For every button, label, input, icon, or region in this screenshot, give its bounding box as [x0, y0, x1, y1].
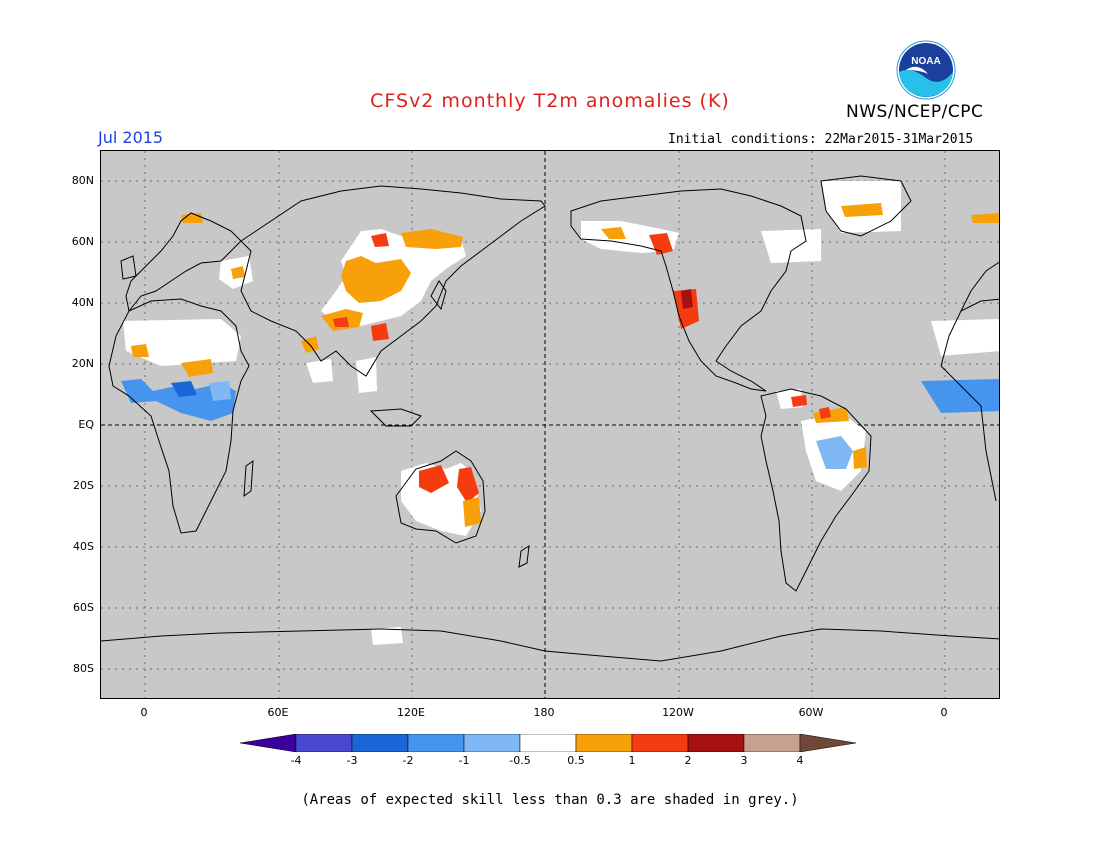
- anomaly-scand-repeat-orange: [971, 213, 999, 223]
- colorbar-arrow-left: [239, 734, 297, 752]
- valid-date-label: Jul 2015: [98, 128, 164, 147]
- anomaly-venezuela-red: [791, 395, 807, 407]
- anomaly-siberia-red: [371, 233, 389, 247]
- colorbar-cell: [687, 734, 745, 752]
- colorbar-label: 2: [684, 754, 692, 767]
- anomaly-sahel-darkblue: [171, 381, 197, 397]
- colorbar-label: -4: [290, 754, 302, 767]
- lon-label: 180: [533, 706, 555, 719]
- lat-label: 20S: [73, 479, 94, 492]
- anomaly-ethiopia-blue: [209, 381, 231, 401]
- colorbar-label: 3: [740, 754, 748, 767]
- coast-europe: [125, 212, 242, 313]
- colorbar-cell: [519, 734, 577, 752]
- lat-label: 40S: [73, 540, 94, 553]
- anomaly-sahara-white: [123, 319, 241, 366]
- initial-conditions-label: Initial conditions: 22Mar2015-31Mar2015: [668, 132, 974, 147]
- coast-africa-repeat2: [940, 365, 997, 502]
- lon-label: 60E: [267, 706, 289, 719]
- anomaly-china-red2: [371, 323, 389, 341]
- colorbar-cell: [351, 734, 409, 752]
- coast-europe-repeat: [960, 261, 999, 312]
- coast-australia: [395, 450, 486, 544]
- anomaly-north-australia-red: [419, 465, 449, 493]
- coast-south-america: [760, 388, 872, 592]
- footnote: (Areas of expected skill less than 0.3 a…: [301, 792, 799, 808]
- anomaly-alaska-orange: [601, 227, 626, 239]
- anomaly-sahara-orange: [181, 359, 213, 377]
- colorbar-cell: [631, 734, 689, 752]
- anomaly-siberia-orange: [401, 229, 463, 249]
- colorbar-label: -0.5: [509, 754, 531, 767]
- colorbar: [239, 734, 857, 752]
- agency-label: NWS/NCEP/CPC: [846, 102, 984, 122]
- coast-africa: [108, 298, 250, 534]
- coast-britain: [120, 255, 137, 280]
- coastlines: [101, 175, 999, 662]
- anomaly-sahel-blue: [121, 379, 236, 421]
- lon-label: 60W: [798, 706, 824, 719]
- lat-label: 80S: [73, 662, 94, 675]
- anomaly-antarctica-white: [371, 627, 403, 645]
- anomaly-guiana-red: [819, 407, 831, 419]
- anomaly-queensland-red: [457, 467, 479, 503]
- lat-label: 40N: [71, 296, 94, 309]
- anomaly-mongolia-orange: [341, 256, 411, 303]
- coast-asia: [240, 185, 546, 377]
- colorbar-label: -1: [458, 754, 470, 767]
- anomaly-india-white: [306, 359, 333, 383]
- lon-label: 0: [940, 706, 948, 719]
- chart-title: CFSv2 monthly T2m anomalies (K): [370, 90, 730, 112]
- colorbar-cell: [407, 734, 465, 752]
- anomaly-shading: [121, 181, 999, 645]
- anomaly-ne-brazil-orange: [853, 447, 867, 469]
- colorbar-cells: [239, 734, 857, 752]
- lon-label: 120W: [662, 706, 694, 719]
- colorbar-cell: [743, 734, 801, 752]
- anomaly-westafrica-orange: [131, 344, 149, 357]
- coast-indonesia: [369, 408, 422, 427]
- lat-label: 20N: [71, 357, 94, 370]
- anomaly-greenland-orange: [841, 203, 883, 217]
- anomaly-brazil-blue: [816, 436, 853, 469]
- anomaly-map: [100, 150, 1000, 699]
- colorbar-arrow-right: [799, 734, 857, 752]
- map-canvas: [101, 151, 999, 698]
- noaa-logo: NOAA: [896, 40, 956, 100]
- lat-label: EQ: [78, 418, 94, 431]
- colorbar-cell: [575, 734, 633, 752]
- logo-text: NOAA: [911, 56, 940, 67]
- coast-japan: [430, 280, 447, 311]
- coast-antarctica: [101, 628, 999, 662]
- coast-greenland: [820, 175, 912, 237]
- anomaly-guiana-orange: [813, 407, 849, 423]
- lon-label: 120E: [397, 706, 425, 719]
- coast-north-america: [570, 188, 807, 392]
- lat-label: 80N: [71, 174, 94, 187]
- colorbar-cell: [463, 734, 521, 752]
- colorbar-label: 4: [796, 754, 804, 767]
- anomaly-westus-red: [673, 289, 699, 329]
- colorbar-label: -2: [402, 754, 414, 767]
- anomaly-canada-white: [761, 229, 821, 263]
- lat-label: 60S: [73, 601, 94, 614]
- coast-newzealand: [518, 545, 530, 568]
- anomaly-africa-repeat-white: [931, 319, 999, 356]
- lon-label: 0: [140, 706, 148, 719]
- anomaly-westus-darkred: [681, 289, 693, 309]
- coast-madagascar: [243, 459, 254, 498]
- anomaly-europe-orange: [231, 266, 245, 279]
- colorbar-label: 1: [628, 754, 636, 767]
- colorbar-cell: [295, 734, 353, 752]
- colorbar-label: -3: [346, 754, 358, 767]
- colorbar-label: 0.5: [567, 754, 585, 767]
- anomaly-china-red: [333, 317, 349, 327]
- lat-label: 60N: [71, 235, 94, 248]
- anomaly-east-australia-orange: [463, 497, 481, 527]
